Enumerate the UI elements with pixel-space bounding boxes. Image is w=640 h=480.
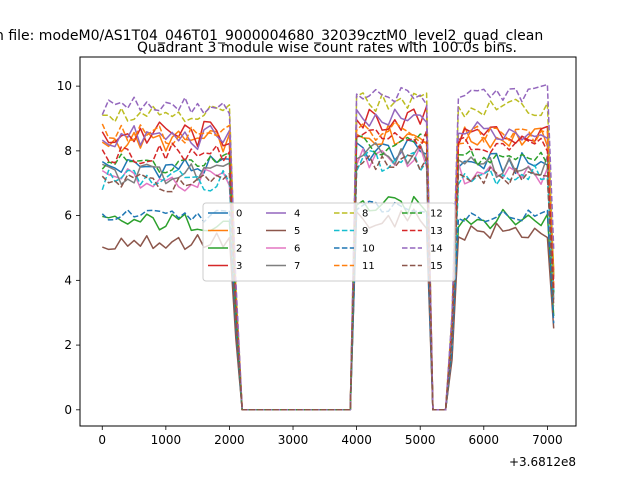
series-line-13 [101,128,555,411]
legend-label: 1 [236,226,242,237]
legend-label: 2 [236,244,242,255]
x-tick-label: 3000 [278,433,309,447]
legend-label: 0 [236,209,242,220]
legend-label: 3 [236,261,242,272]
x-tick-label: 2000 [214,433,245,447]
legend-entry-9: 9 [334,226,368,237]
legend-label: 14 [430,244,443,255]
legend-label: 15 [430,261,443,272]
x-offset-label: +3.6812e8 [509,455,576,469]
legend-entry-13: 13 [402,226,443,237]
legend-entry-8: 8 [334,209,368,220]
legend-entry-1: 1 [208,226,242,237]
series-line-15 [101,154,555,411]
x-tick-label: 0 [98,433,106,447]
legend-entry-2: 2 [208,244,242,255]
legend-label: 12 [430,209,443,220]
legend-entry-7: 7 [266,261,300,272]
legend-label: 11 [362,261,375,272]
y-tick-label: 4 [64,273,72,287]
series-line-14 [101,83,555,411]
x-tick-label: 4000 [341,433,372,447]
legend-label: 4 [294,209,300,220]
legend-entry-11: 11 [334,261,375,272]
chart-suptitle: n file: modeM0/AS1T04_046T01_9000004680_… [0,28,543,44]
y-tick-label: 2 [64,338,72,352]
y-axis-ticks: 0 2 4 6 8 10 [57,79,80,417]
legend-entry-4: 4 [266,209,300,220]
legend-label: 10 [362,244,375,255]
legend-label: 9 [362,226,368,237]
chart-title: Quadrant 3 module wise count rates with … [137,40,517,56]
legend-entry-10: 10 [334,244,375,255]
legend-entry-5: 5 [266,226,300,237]
legend-label: 8 [362,209,368,220]
legend-entry-6: 6 [266,244,300,255]
y-tick-label: 6 [64,209,72,223]
legend-entry-12: 12 [402,209,443,220]
y-tick-label: 10 [57,79,72,93]
x-tick-label: 5000 [405,433,436,447]
legend-entry-14: 14 [402,244,443,255]
legend-box [202,202,456,282]
x-tick-label: 7000 [532,433,563,447]
x-tick-label: 1000 [151,433,182,447]
legend-label: 7 [294,261,300,272]
legend-entry-15: 15 [402,261,443,272]
y-tick-label: 8 [64,144,72,158]
legend-entry-0: 0 [208,209,242,220]
legend-label: 13 [430,226,443,237]
legend-label: 6 [294,244,300,255]
y-tick-label: 0 [64,403,72,417]
legend-entry-3: 3 [208,261,242,272]
legend-label: 5 [294,226,300,237]
x-tick-label: 6000 [469,433,500,447]
x-axis-ticks: 0 1000 2000 3000 4000 5000 6000 7000 [98,426,563,447]
series-line-12 [101,133,555,411]
series-lines [101,83,555,411]
axes-frame [79,56,577,427]
